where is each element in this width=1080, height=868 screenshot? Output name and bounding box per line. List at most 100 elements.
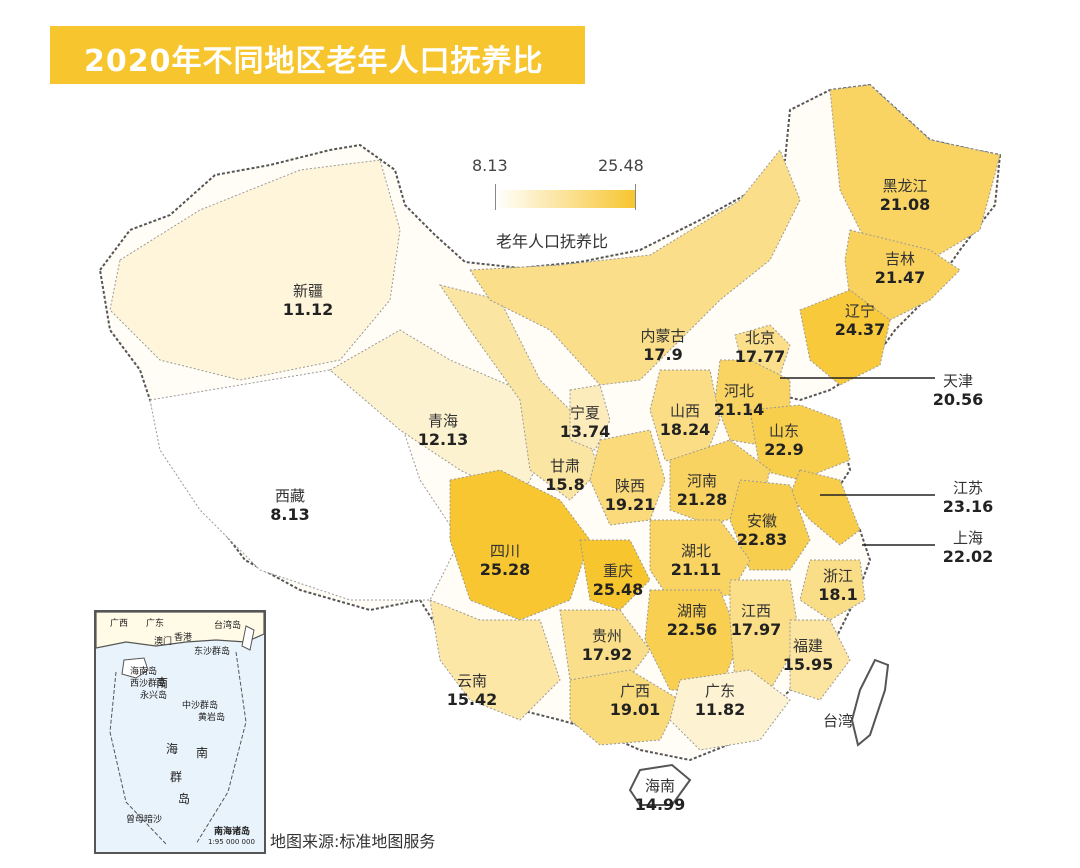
province-value: 12.13 <box>417 430 469 449</box>
province-value: 21.11 <box>670 560 722 579</box>
inset-title: 南海诸岛 <box>214 827 251 837</box>
legend-gradient <box>496 190 636 208</box>
province-value: 22.02 <box>942 547 994 566</box>
province-value: 25.48 <box>592 580 644 599</box>
province-name: 西藏 <box>274 487 305 505</box>
inset-label-macau: 澳门 <box>154 637 173 647</box>
region-30 <box>669 669 791 751</box>
inset-label-hai: 海 <box>166 742 179 756</box>
province-name: 辽宁 <box>844 302 875 320</box>
region-6 <box>469 149 801 386</box>
province-value: 21.14 <box>713 400 765 419</box>
inset-land <box>96 612 264 649</box>
province-name: 重庆 <box>602 562 633 580</box>
inset-label-hainan: 海南岛 <box>130 667 158 677</box>
province-value: 20.56 <box>932 390 984 409</box>
inset-label-zhongsha: 中沙群岛 <box>182 701 219 711</box>
province-value: 21.28 <box>676 490 728 509</box>
region-7 <box>829 84 1001 261</box>
south-china-sea-inset: 台湾岛 东沙群岛 海南岛 西沙群岛 永兴岛 中沙群岛 黄岩岛 南 海 南 群 岛… <box>94 610 266 854</box>
inset-label-guangdong: 广东 <box>146 619 165 629</box>
inset-label-xisha: 西沙群岛 <box>130 679 167 689</box>
region-29 <box>569 669 681 746</box>
inset-label-dongsha: 东沙群岛 <box>194 647 231 657</box>
region-4 <box>438 284 601 501</box>
province-name: 江西 <box>740 602 771 620</box>
province-value: 19.01 <box>609 700 661 719</box>
province-value: 17.92 <box>581 645 633 664</box>
region-1 <box>109 159 401 381</box>
region-28 <box>429 599 561 721</box>
province-value: 22.9 <box>764 440 804 459</box>
region-18 <box>729 479 811 571</box>
province-name: 湖南 <box>676 602 707 620</box>
inset-label-yongxing: 永兴岛 <box>140 691 168 701</box>
taiwan-shape <box>850 658 890 747</box>
inset-hainan <box>121 657 149 679</box>
map-title: 2020年不同地区老年人口抚养比 <box>84 44 544 79</box>
province-value: 8.13 <box>270 505 310 524</box>
province-name: 甘肃 <box>549 457 580 475</box>
province-value: 17.77 <box>734 347 786 366</box>
province-name: 河北 <box>723 382 754 400</box>
inset-label-qun: 群 <box>170 770 183 784</box>
hainan-shape <box>628 763 692 806</box>
region-13 <box>649 369 721 471</box>
region-3 <box>329 329 541 501</box>
province-value: 18.1 <box>818 585 858 604</box>
province-value: 25.28 <box>479 560 531 579</box>
region-27 <box>789 619 851 701</box>
province-name: 广西 <box>619 682 650 700</box>
province-name: 黑龙江 <box>882 177 928 195</box>
province-name: 吉林 <box>884 250 915 268</box>
province-name: 台湾 <box>822 712 853 730</box>
province-name: 安徽 <box>746 512 777 530</box>
province-value: 22.56 <box>666 620 718 639</box>
province-name: 天津 <box>942 372 973 390</box>
inset-map <box>96 612 264 845</box>
inset-boundary <box>109 651 247 845</box>
inset-label-nan1: 南 <box>156 676 169 690</box>
region-23 <box>799 559 866 621</box>
province-name: 云南 <box>456 672 487 690</box>
inset-label-hongkong: 香港 <box>174 633 193 643</box>
province-name: 江苏 <box>952 479 983 497</box>
province-value: 13.74 <box>559 422 611 441</box>
province-value: 22.83 <box>736 530 788 549</box>
legend-tick-right <box>635 184 636 210</box>
province-name: 山东 <box>768 422 799 440</box>
map-source: 地图来源:标准地图服务 <box>270 832 436 851</box>
inset-scale: 1:95 000 000 <box>208 838 255 846</box>
province-name: 湖北 <box>680 542 711 560</box>
legend-min: 8.13 <box>472 156 508 175</box>
province-value: 23.16 <box>942 497 994 516</box>
province-value: 18.24 <box>659 420 711 439</box>
province-name: 四川 <box>489 542 520 560</box>
region-5 <box>569 384 611 451</box>
region-25 <box>729 579 801 691</box>
province-name: 宁夏 <box>569 404 600 422</box>
inset-label-nan2: 南 <box>196 746 209 760</box>
color-legend: 8.13 25.48 老年人口抚养比 <box>468 150 668 260</box>
province-name: 海南 <box>644 777 675 795</box>
province-value: 15.95 <box>782 655 834 674</box>
region-21 <box>579 539 651 611</box>
province-value: 17.9 <box>643 345 683 364</box>
inset-taiwan <box>241 625 255 651</box>
region-26 <box>559 609 651 691</box>
region-9 <box>799 289 891 386</box>
region-2 <box>149 369 461 601</box>
province-name: 福建 <box>792 637 823 655</box>
province-name: 贵州 <box>591 627 622 645</box>
province-name: 陕西 <box>614 477 645 495</box>
inset-label-taiwan: 台湾岛 <box>214 621 242 631</box>
province-name: 上海 <box>952 529 983 547</box>
province-value: 14.99 <box>634 795 686 814</box>
province-name: 河南 <box>686 472 717 490</box>
province-value: 11.12 <box>282 300 334 319</box>
title-bar: 2020年不同地区老年人口抚养比 <box>50 26 585 84</box>
province-name: 广东 <box>704 682 735 700</box>
inset-label-zengmu: 曾母暗沙 <box>126 815 163 825</box>
